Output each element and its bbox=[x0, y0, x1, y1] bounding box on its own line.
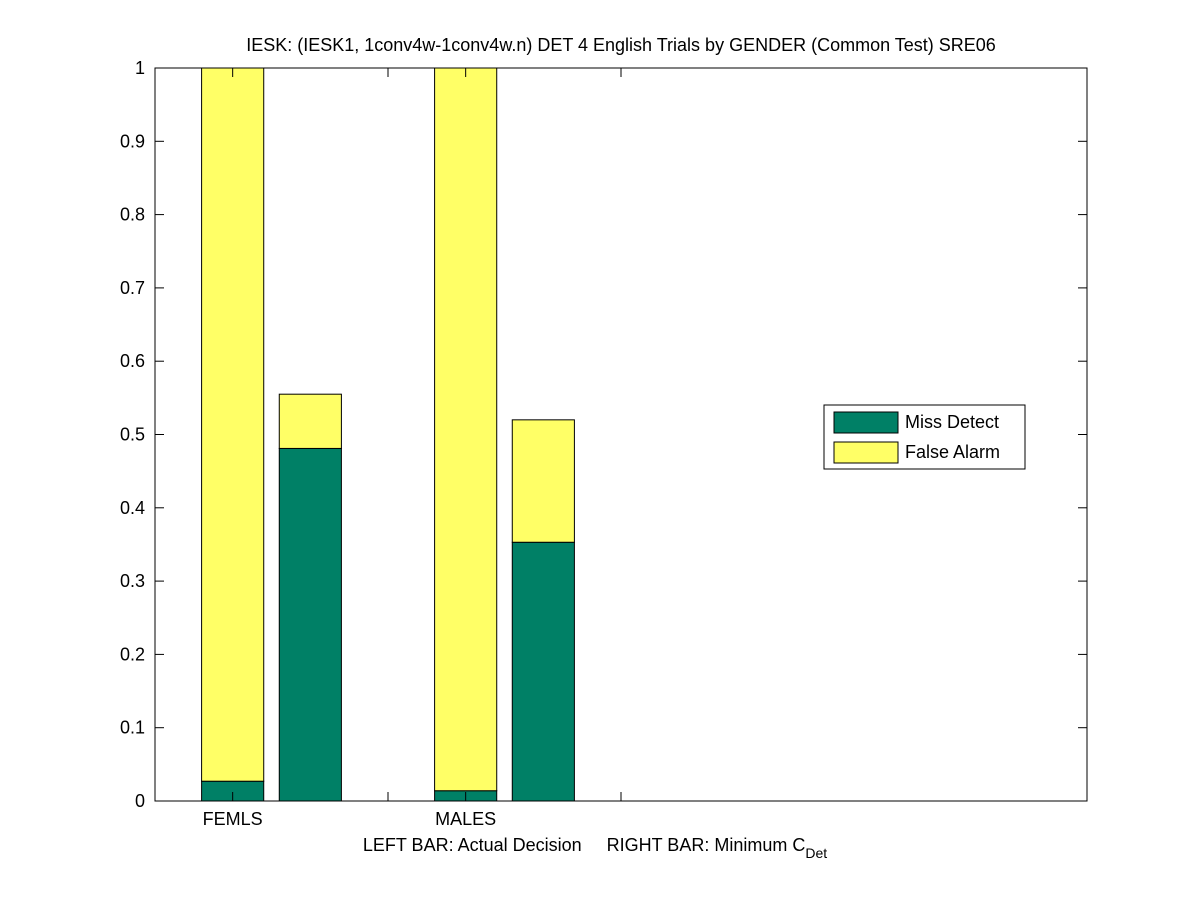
legend-swatch bbox=[833, 411, 899, 434]
bar-segment bbox=[511, 419, 575, 543]
legend-label: False Alarm bbox=[905, 442, 1000, 462]
bar-segment bbox=[278, 447, 342, 802]
x-tick-label: FEMLS bbox=[203, 809, 263, 829]
chart-title: IESK: (IESK1, 1conv4w-1conv4w.n) DET 4 E… bbox=[246, 35, 996, 55]
y-tick-label: 0.3 bbox=[120, 571, 145, 591]
x-tick-label: MALES bbox=[435, 809, 496, 829]
y-tick-label: 0.8 bbox=[120, 205, 145, 225]
y-tick-label: 1 bbox=[135, 58, 145, 78]
x-axis-label-subscript: Det bbox=[805, 845, 827, 861]
bar-segment bbox=[434, 67, 498, 792]
y-tick-label: 0.1 bbox=[120, 718, 145, 738]
y-tick-label: 0.6 bbox=[120, 351, 145, 371]
x-axis-label: LEFT BAR: Actual Decision RIGHT BAR: Min… bbox=[363, 835, 827, 861]
legend-swatch bbox=[833, 441, 899, 464]
y-tick-label: 0.7 bbox=[120, 278, 145, 298]
bar-segment bbox=[278, 393, 342, 449]
x-axis-label-main: LEFT BAR: Actual Decision RIGHT BAR: Min… bbox=[363, 835, 805, 855]
bar-segment bbox=[201, 67, 265, 782]
y-tick-label: 0.9 bbox=[120, 131, 145, 151]
y-tick-label: 0 bbox=[135, 791, 145, 811]
y-tick-label: 0.5 bbox=[120, 425, 145, 445]
y-tick-label: 0.4 bbox=[120, 498, 145, 518]
legend-label: Miss Detect bbox=[905, 412, 999, 432]
bar-segment bbox=[511, 541, 575, 802]
y-tick-label: 0.2 bbox=[120, 644, 145, 664]
